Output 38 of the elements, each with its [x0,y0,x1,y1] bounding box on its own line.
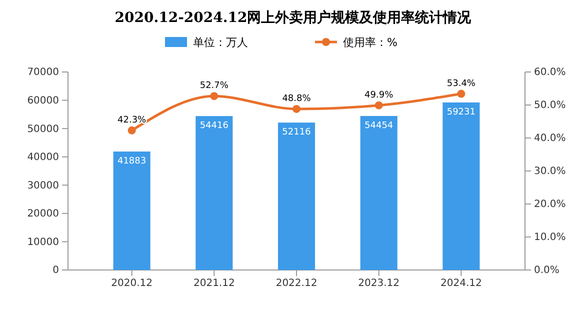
data-label: 59231 [446,107,476,118]
data-label: 49.9% [364,90,394,100]
data-label: 52116 [282,128,312,138]
y-tick-label: 20000 [27,208,59,220]
data-label: 48.8% [282,94,312,104]
y-tick-label: 40000 [27,152,59,164]
y-tick-label: 70000 [27,67,59,78]
y2-tick-label: 30.0% [534,166,566,178]
data-label: 41883 [117,156,146,167]
y2-tick-label: 50.0% [534,100,566,112]
point [457,90,466,98]
point [374,101,383,110]
data-label: 42.3% [118,115,147,126]
y2-tick-label: 60.0% [534,67,566,78]
y2-tick-label: 20.0% [534,199,566,210]
y-tick-label: 10000 [27,236,59,248]
data-label: 54416 [200,121,229,132]
y-tick-label: 50000 [27,124,59,135]
data-label: 54454 [364,120,394,131]
point [128,126,136,134]
chart-title: 2020.12-2024.12网上外卖用户规模及使用率统计情况 [114,9,472,26]
y2-tick-label: 0.0% [534,265,560,276]
data-label: 52.7% [200,81,229,92]
y-tick-label: 60000 [27,95,59,106]
y2-tick-label: 10.0% [534,232,566,244]
x-tick-label: 2022.12 [276,278,318,290]
x-tick-label: 2023.12 [358,278,400,290]
data-label: 53.4% [446,78,476,89]
legend-label: 单位：万人 [193,36,248,49]
x-tick-label: 2024.12 [440,278,482,290]
x-tick-label: 2021.12 [193,278,235,290]
y-tick-label: 30000 [27,180,59,192]
y2-tick-label: 40.0% [534,133,566,144]
x-tick-label: 2020.12 [111,278,152,290]
point [292,104,300,113]
y-tick-label: 0 [52,265,59,276]
legend-label: 使用率：% [343,36,398,49]
point [210,92,218,100]
